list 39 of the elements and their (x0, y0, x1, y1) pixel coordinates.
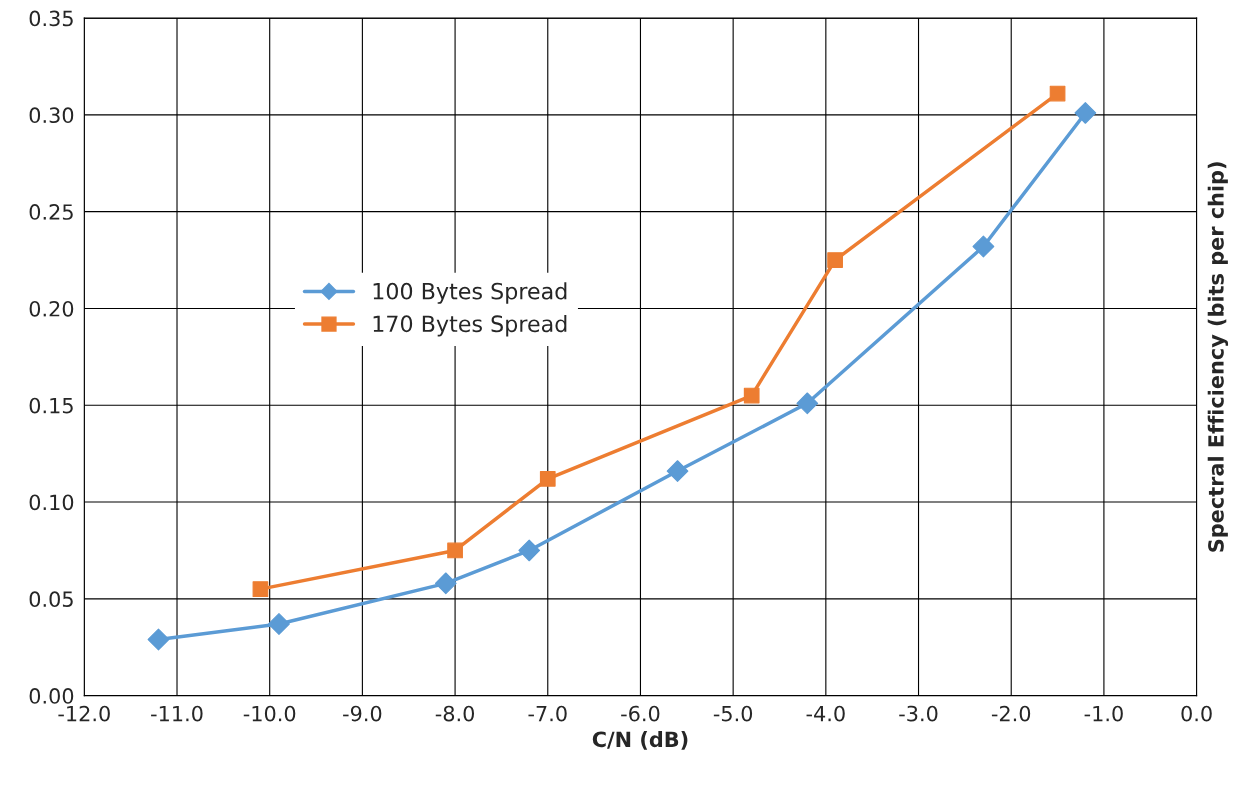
y-tick-label: 0.35 (29, 10, 73, 27)
y-tick-label: 0.10 (29, 494, 74, 511)
x-tick-label: -10.0 (243, 705, 296, 722)
y-axis-title: Spectral Efficiency (bits per chip) (1207, 162, 1229, 552)
y-tick-label: 0.20 (29, 300, 74, 317)
legend-label: 100 Bytes Spread (373, 282, 567, 304)
point (1049, 85, 1066, 102)
point (1074, 102, 1097, 124)
legend-label: 170 Bytes Spread (373, 314, 567, 337)
x-tick-label: -2.0 (991, 705, 1031, 722)
point (743, 387, 760, 404)
point (972, 235, 995, 258)
x-tick-label: -6.0 (621, 705, 660, 722)
x-tick-label: -7.0 (528, 705, 567, 722)
y-tick-label: 0.25 (29, 204, 73, 220)
point (539, 470, 556, 487)
y-tick-label: 0.30 (29, 107, 74, 124)
point (252, 581, 269, 598)
point (796, 392, 819, 415)
point (147, 628, 170, 651)
point (666, 460, 689, 482)
x-tick-label: -4.0 (806, 705, 845, 722)
point (518, 539, 541, 562)
x-tick-label: 0.0 (1181, 705, 1212, 722)
x-tick-label: -11.0 (151, 705, 203, 722)
y-tick-label: 0.15 (29, 397, 73, 414)
x-tick-label: -1.0 (1084, 705, 1123, 722)
x-axis-title: C/N (dB) (592, 731, 688, 750)
point (434, 572, 457, 595)
x-tick-label: -9.0 (343, 705, 382, 722)
x-tick-label: -12.0 (58, 705, 110, 722)
point (268, 613, 290, 635)
point (827, 252, 843, 268)
x-tick-label: -5.0 (713, 705, 753, 722)
x-tick-label: -8.0 (435, 705, 475, 722)
point (447, 542, 463, 559)
y-tick-label: 0.05 (29, 591, 73, 608)
y-tick-label: 0.00 (29, 688, 74, 704)
x-tick-label: -3.0 (899, 705, 938, 722)
